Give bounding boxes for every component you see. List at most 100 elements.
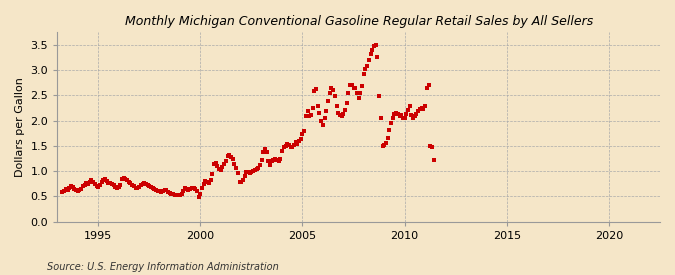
- Point: [256, 158, 267, 162]
- Point: [420, 104, 431, 109]
- Point: [251, 167, 262, 171]
- Point: [217, 164, 227, 169]
- Point: [394, 114, 405, 119]
- Point: [292, 142, 303, 146]
- Point: [175, 193, 186, 197]
- Point: [360, 67, 371, 71]
- Point: [205, 178, 216, 182]
- Point: [88, 180, 99, 185]
- Point: [156, 190, 167, 194]
- Point: [180, 186, 190, 191]
- Point: [117, 177, 128, 182]
- Point: [76, 187, 86, 191]
- Point: [239, 174, 250, 178]
- Point: [111, 186, 122, 190]
- Point: [296, 136, 306, 141]
- Point: [72, 189, 83, 194]
- Point: [307, 106, 318, 110]
- Point: [195, 192, 206, 196]
- Point: [229, 162, 240, 166]
- Point: [382, 136, 393, 141]
- Point: [65, 184, 76, 188]
- Point: [118, 175, 129, 180]
- Point: [421, 86, 432, 90]
- Point: [414, 107, 425, 112]
- Point: [258, 150, 269, 155]
- Point: [261, 150, 272, 155]
- Point: [399, 116, 410, 120]
- Point: [413, 109, 424, 114]
- Point: [231, 165, 242, 170]
- Point: [186, 186, 197, 191]
- Point: [343, 90, 354, 95]
- Point: [372, 55, 383, 59]
- Point: [387, 116, 398, 120]
- Point: [84, 180, 95, 184]
- Point: [280, 144, 291, 148]
- Point: [328, 88, 339, 92]
- Point: [244, 170, 255, 175]
- Point: [219, 162, 230, 166]
- Point: [200, 179, 211, 183]
- Point: [410, 114, 421, 119]
- Point: [246, 169, 256, 174]
- Point: [147, 186, 158, 190]
- Point: [286, 145, 296, 150]
- Point: [176, 192, 187, 196]
- Point: [404, 104, 415, 109]
- Point: [314, 111, 325, 115]
- Point: [86, 178, 97, 182]
- Point: [299, 128, 310, 133]
- Point: [221, 159, 232, 164]
- Point: [357, 84, 368, 88]
- Point: [95, 183, 105, 187]
- Point: [62, 188, 73, 192]
- Point: [268, 158, 279, 162]
- Point: [304, 114, 315, 119]
- Point: [209, 161, 219, 166]
- Point: [224, 153, 235, 157]
- Point: [107, 182, 117, 186]
- Point: [331, 104, 342, 109]
- Point: [338, 112, 349, 117]
- Point: [335, 113, 346, 118]
- Point: [198, 182, 209, 186]
- Point: [300, 114, 311, 119]
- Point: [157, 189, 168, 193]
- Point: [127, 183, 138, 187]
- Point: [89, 182, 100, 186]
- Point: [149, 187, 160, 191]
- Point: [362, 64, 373, 68]
- Point: [342, 101, 352, 105]
- Point: [302, 109, 313, 114]
- Point: [234, 180, 245, 185]
- Point: [196, 186, 207, 191]
- Point: [113, 185, 124, 189]
- Point: [352, 90, 362, 95]
- Point: [389, 112, 400, 117]
- Point: [236, 180, 246, 184]
- Point: [159, 188, 170, 192]
- Point: [124, 180, 134, 185]
- Point: [353, 95, 364, 100]
- Point: [79, 183, 90, 187]
- Point: [166, 192, 177, 196]
- Point: [151, 188, 161, 192]
- Point: [192, 189, 202, 194]
- Point: [154, 189, 165, 194]
- Point: [92, 185, 103, 189]
- Text: Source: U.S. Energy Information Administration: Source: U.S. Energy Information Administ…: [47, 262, 279, 272]
- Point: [97, 180, 107, 185]
- Point: [411, 112, 422, 117]
- Point: [108, 183, 119, 188]
- Point: [137, 182, 148, 186]
- Point: [99, 177, 110, 181]
- Point: [379, 143, 389, 147]
- Point: [385, 121, 396, 125]
- Point: [250, 167, 261, 172]
- Point: [425, 144, 435, 148]
- Point: [185, 187, 196, 191]
- Point: [135, 183, 146, 188]
- Point: [381, 141, 392, 145]
- Point: [290, 140, 301, 144]
